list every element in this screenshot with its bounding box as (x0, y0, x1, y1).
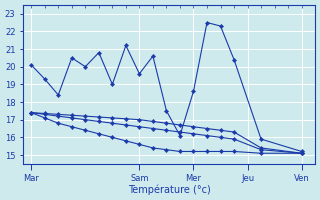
X-axis label: Température (°c): Température (°c) (128, 185, 211, 195)
